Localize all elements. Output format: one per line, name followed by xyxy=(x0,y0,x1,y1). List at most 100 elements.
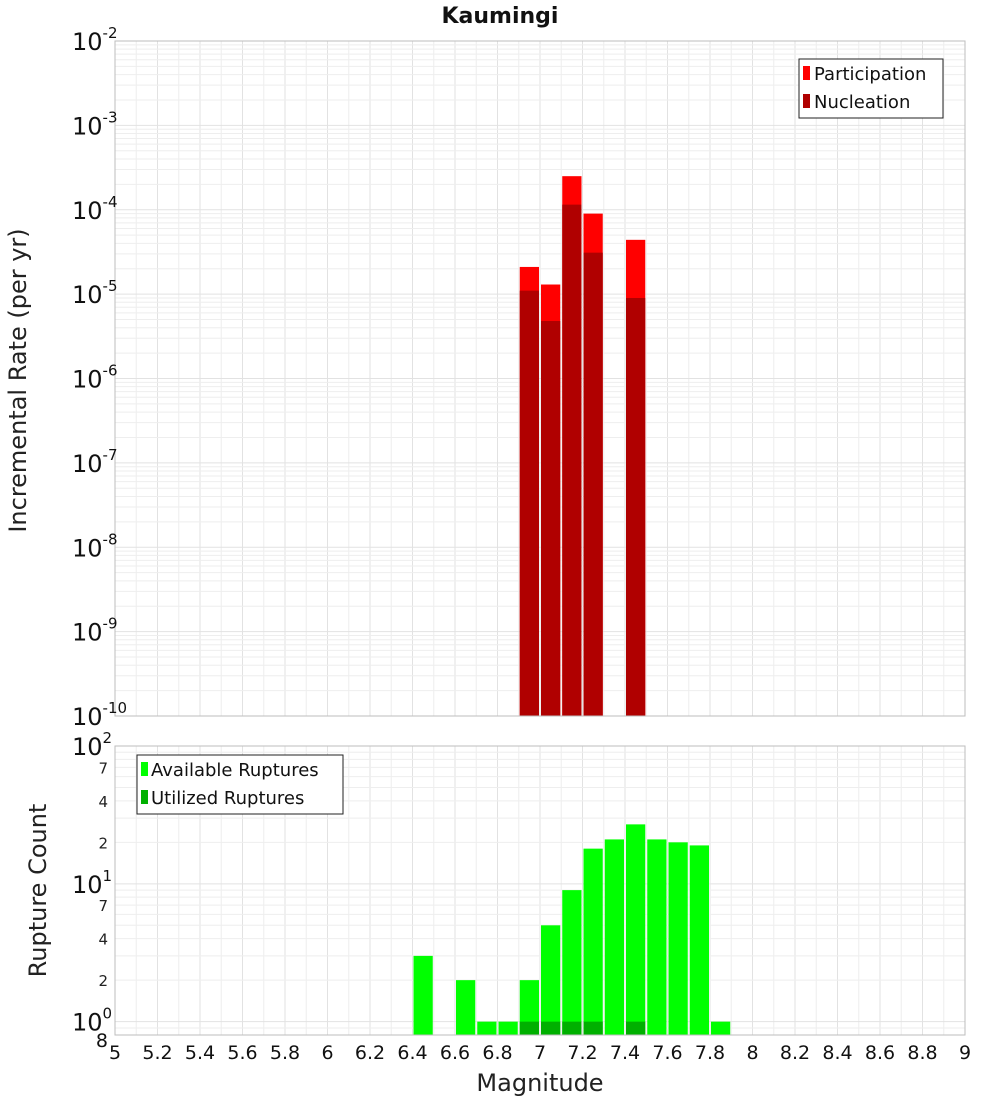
bottom-legend-box xyxy=(136,754,344,815)
bottom-plot-frame xyxy=(114,745,966,1036)
y-minor-tick-label: 7 xyxy=(98,759,108,777)
y-tick-base: 10 xyxy=(72,366,103,394)
y-tick-base: 10 xyxy=(72,112,103,140)
x-axis-label: Magnitude xyxy=(476,1069,603,1097)
y-tick-label: 101 xyxy=(72,867,112,899)
x-tick-label: 5.8 xyxy=(270,1042,300,1064)
y-tick-label: 10-2 xyxy=(72,24,118,56)
y-tick-exponent: 0 xyxy=(103,1005,113,1023)
y-tick-exponent: -2 xyxy=(103,24,118,42)
bar-utilized-ruptures xyxy=(562,1021,582,1035)
y-tick-exponent: -7 xyxy=(103,446,118,464)
x-tick-label: 8.8 xyxy=(907,1042,937,1064)
legend-label-nucleation: Nucleation xyxy=(814,92,910,113)
y-tick-base: 10 xyxy=(72,450,103,478)
y-tick-label: 10-7 xyxy=(72,446,118,478)
legend-swatch-available-ruptures xyxy=(141,762,148,776)
top-legend: Participation Nucleation xyxy=(798,58,944,119)
y-tick-base: 10 xyxy=(72,281,103,309)
bar-available-ruptures xyxy=(583,848,603,1035)
x-tick-label: 6.8 xyxy=(482,1042,512,1064)
y-tick-base: 10 xyxy=(72,28,103,56)
bottom-legend: Available Ruptures Utilized Ruptures xyxy=(136,754,344,815)
legend-swatch-nucleation xyxy=(803,94,810,108)
x-tick-label: 6.2 xyxy=(355,1042,385,1064)
top-plot-frame xyxy=(114,40,966,717)
x-tick-labels: 5 5.2 5.4 5.6 5.8 6 6.2 6.4 6.6 6.8 7 7.2 7.4 7.6 7.8 8… xyxy=(109,1042,971,1064)
bar-available-ruptures xyxy=(519,980,539,1035)
y-minor-tick-label: 2 xyxy=(98,972,108,990)
x-tick-label: 9 xyxy=(959,1042,971,1064)
y-tick-label: 10-5 xyxy=(72,277,118,309)
x-tick-label: 5.2 xyxy=(142,1042,172,1064)
legend-label-available-ruptures: Available Ruptures xyxy=(151,760,319,781)
y-tick-base: 10 xyxy=(72,871,103,899)
bar-available-ruptures xyxy=(413,955,433,1035)
x-tick-label: 5.6 xyxy=(227,1042,257,1064)
bar-nucleation xyxy=(519,290,539,716)
bar-utilized-ruptures xyxy=(583,1021,603,1035)
y-minor-tick-label: 4 xyxy=(98,931,108,949)
y-tick-exponent: -9 xyxy=(103,615,118,633)
x-tick-label: 7 xyxy=(534,1042,546,1064)
y-tick-label: 10-3 xyxy=(72,108,118,140)
bar-nucleation xyxy=(541,321,561,716)
bar-utilized-ruptures xyxy=(541,1021,561,1035)
y-tick-label: 10-6 xyxy=(72,362,118,394)
y-minor-tick-label: 7 xyxy=(98,897,108,915)
x-tick-label: 8.6 xyxy=(865,1042,895,1064)
bar-available-ruptures xyxy=(626,824,646,1035)
x-tick-label: 6.4 xyxy=(397,1042,427,1064)
y-tick-exponent: -6 xyxy=(103,362,118,380)
y-tick-exponent: -10 xyxy=(103,699,128,717)
y-tick-exponent: -5 xyxy=(103,277,118,295)
y-tick-label: 10-9 xyxy=(72,615,118,647)
y-tick-base: 10 xyxy=(72,1009,103,1037)
bar-nucleation xyxy=(583,252,603,716)
bar-available-ruptures xyxy=(477,1021,497,1035)
x-tick-label: 5.4 xyxy=(185,1042,215,1064)
x-tick-label: 7.2 xyxy=(567,1042,597,1064)
y-tick-label: 102 xyxy=(72,729,112,761)
x-tick-label: 8.4 xyxy=(822,1042,852,1064)
legend-label-utilized-ruptures: Utilized Ruptures xyxy=(151,788,304,809)
legend-swatch-utilized-ruptures xyxy=(141,790,148,804)
top-bars xyxy=(519,176,646,717)
legend-label-participation: Participation xyxy=(814,64,926,85)
y-tick-label: 10-4 xyxy=(72,193,118,225)
y-tick-base: 10 xyxy=(72,534,103,562)
y-tick-exponent: -4 xyxy=(103,193,118,211)
x-tick-label: 7.4 xyxy=(610,1042,640,1064)
y-tick-label: 10-8 xyxy=(72,530,118,562)
x-tick-label: 7.8 xyxy=(695,1042,725,1064)
bar-available-ruptures xyxy=(668,842,688,1035)
bar-available-ruptures xyxy=(647,839,667,1035)
x-tick-label: 8.2 xyxy=(780,1042,810,1064)
y-tick-base: 10 xyxy=(72,703,103,731)
y-minor-tick-label: 8 xyxy=(96,1030,108,1052)
y-tick-base: 10 xyxy=(72,197,103,225)
bar-utilized-ruptures xyxy=(626,1021,646,1035)
y-tick-base: 10 xyxy=(72,733,103,761)
top-y-axis-label: Incremental Rate (per yr) xyxy=(4,228,32,532)
x-tick-label: 5 xyxy=(109,1042,121,1064)
y-minor-tick-label: 4 xyxy=(98,793,108,811)
x-tick-label: 6 xyxy=(321,1042,333,1064)
y-tick-base: 10 xyxy=(72,619,103,647)
y-tick-label: 10-10 xyxy=(72,699,127,731)
chart-title: Kaumingi xyxy=(442,4,559,29)
bar-nucleation xyxy=(562,204,582,717)
x-tick-label: 7.6 xyxy=(652,1042,682,1064)
bar-available-ruptures xyxy=(498,1021,518,1035)
y-tick-exponent: -3 xyxy=(103,108,118,126)
bottom-bars xyxy=(413,824,731,1035)
bar-available-ruptures xyxy=(711,1021,731,1035)
bar-available-ruptures xyxy=(689,845,709,1035)
y-tick-exponent: 2 xyxy=(103,729,113,747)
y-tick-exponent: 1 xyxy=(103,867,113,885)
bar-available-ruptures xyxy=(562,890,582,1035)
